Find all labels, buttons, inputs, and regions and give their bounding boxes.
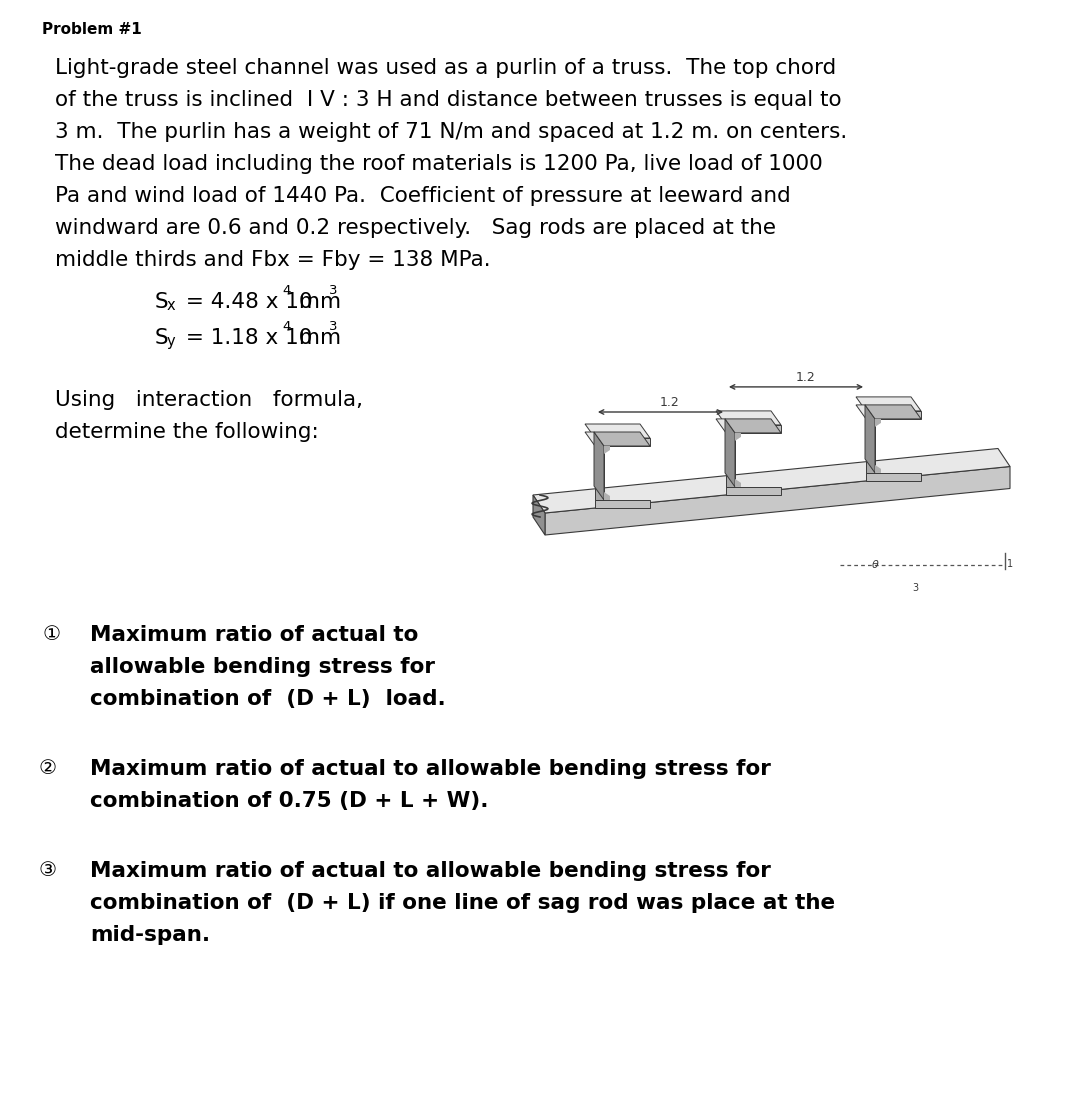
- Text: 3: 3: [329, 320, 338, 333]
- Text: ①: ①: [42, 625, 60, 644]
- Text: middle thirds and Fbx = Fby = 138 MPa.: middle thirds and Fbx = Fby = 138 MPa.: [55, 250, 490, 271]
- Polygon shape: [594, 432, 650, 446]
- Text: S: S: [156, 292, 168, 312]
- Text: 4: 4: [282, 284, 291, 297]
- Text: Maximum ratio of actual to: Maximum ratio of actual to: [90, 625, 418, 645]
- Text: Using   interaction   formula,: Using interaction formula,: [55, 390, 363, 410]
- Polygon shape: [866, 411, 921, 419]
- Polygon shape: [604, 446, 610, 454]
- Polygon shape: [595, 446, 604, 500]
- Polygon shape: [875, 465, 881, 473]
- Polygon shape: [716, 411, 781, 425]
- Text: of the truss is inclined  I V : 3 H and distance between trusses is equal to: of the truss is inclined I V : 3 H and d…: [55, 91, 841, 110]
- Text: mm: mm: [293, 292, 341, 312]
- Text: 4: 4: [282, 320, 291, 333]
- Polygon shape: [856, 405, 875, 419]
- Text: determine the following:: determine the following:: [55, 421, 319, 442]
- Text: 3: 3: [329, 284, 338, 297]
- Text: ③: ③: [39, 861, 57, 880]
- Polygon shape: [875, 419, 881, 427]
- Text: Light-grade steel channel was used as a purlin of a truss.  The top chord: Light-grade steel channel was used as a …: [55, 58, 836, 78]
- Polygon shape: [595, 500, 650, 508]
- Text: The dead load including the roof materials is 1200 Pa, live load of 1000: The dead load including the roof materia…: [55, 154, 823, 174]
- Polygon shape: [585, 432, 604, 446]
- Text: Maximum ratio of actual to allowable bending stress for: Maximum ratio of actual to allowable ben…: [90, 861, 771, 881]
- Polygon shape: [865, 405, 875, 473]
- Text: combination of  (D + L) if one line of sag rod was place at the: combination of (D + L) if one line of sa…: [90, 893, 835, 913]
- Polygon shape: [866, 473, 921, 481]
- Polygon shape: [726, 487, 781, 495]
- Text: y: y: [167, 334, 176, 349]
- Text: ②: ②: [39, 759, 57, 778]
- Polygon shape: [604, 492, 610, 500]
- Text: Problem #1: Problem #1: [42, 22, 141, 37]
- Text: 1: 1: [1007, 559, 1013, 569]
- Text: Maximum ratio of actual to allowable bending stress for: Maximum ratio of actual to allowable ben…: [90, 759, 771, 779]
- Polygon shape: [726, 425, 781, 433]
- Polygon shape: [856, 397, 921, 411]
- Text: = 1.18 x 10: = 1.18 x 10: [179, 328, 312, 348]
- Polygon shape: [726, 433, 735, 487]
- Text: 1.2: 1.2: [796, 371, 815, 383]
- Text: windward are 0.6 and 0.2 respectively.   Sag rods are placed at the: windward are 0.6 and 0.2 respectively. S…: [55, 218, 777, 238]
- Polygon shape: [595, 438, 650, 446]
- Text: combination of 0.75 (D + L + W).: combination of 0.75 (D + L + W).: [90, 792, 488, 811]
- Polygon shape: [585, 424, 650, 438]
- Polygon shape: [534, 448, 1010, 513]
- Polygon shape: [716, 419, 735, 433]
- Text: mid-span.: mid-span.: [90, 925, 211, 945]
- Text: mm: mm: [293, 328, 341, 348]
- Polygon shape: [865, 405, 921, 419]
- Text: S: S: [156, 328, 168, 348]
- Text: Pa and wind load of 1440 Pa.  Coefficient of pressure at leeward and: Pa and wind load of 1440 Pa. Coefficient…: [55, 186, 791, 206]
- Polygon shape: [725, 419, 735, 487]
- Text: 3: 3: [912, 582, 918, 593]
- Text: allowable bending stress for: allowable bending stress for: [90, 657, 435, 678]
- Polygon shape: [735, 433, 741, 440]
- Text: $\theta$: $\theta$: [870, 558, 879, 570]
- Text: combination of  (D + L)  load.: combination of (D + L) load.: [90, 689, 446, 709]
- Polygon shape: [534, 495, 545, 536]
- Polygon shape: [725, 419, 781, 433]
- Text: = 4.48 x 10: = 4.48 x 10: [179, 292, 312, 312]
- Polygon shape: [594, 432, 604, 500]
- Text: 1.2: 1.2: [660, 396, 680, 409]
- Polygon shape: [735, 479, 741, 487]
- Text: x: x: [167, 299, 176, 313]
- Text: 3 m.  The purlin has a weight of 71 N/m and spaced at 1.2 m. on centers.: 3 m. The purlin has a weight of 71 N/m a…: [55, 122, 847, 142]
- Polygon shape: [545, 466, 1010, 536]
- Polygon shape: [866, 419, 875, 473]
